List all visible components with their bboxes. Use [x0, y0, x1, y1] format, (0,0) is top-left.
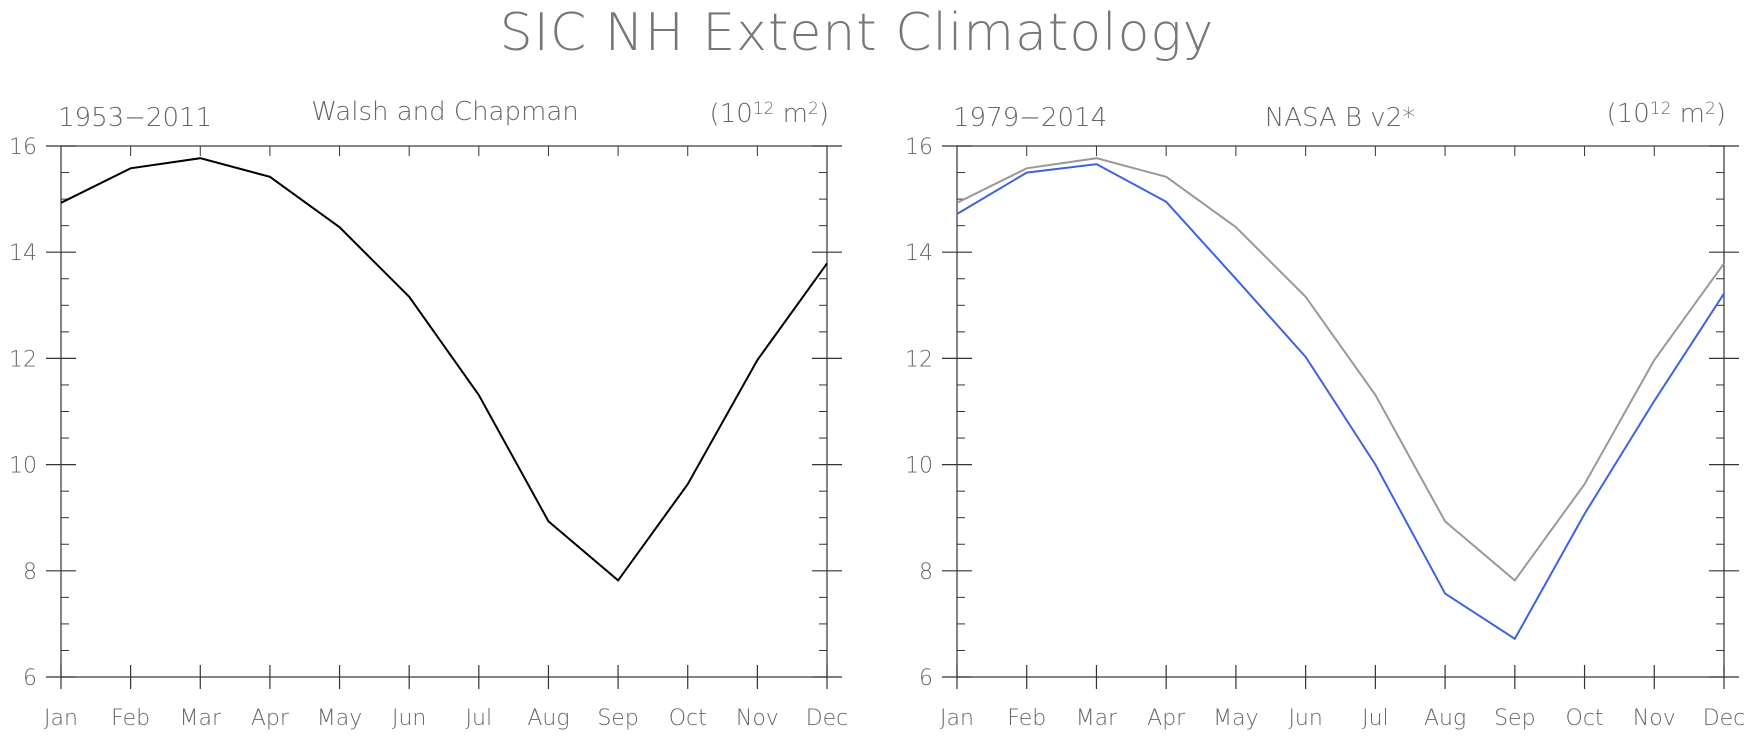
panel-dataset-label: NASA B v2*	[1265, 103, 1416, 133]
y-tick-label: 14	[9, 241, 37, 266]
x-tick-label: Feb	[111, 706, 150, 731]
plot-frame	[60, 145, 828, 678]
x-tick-label: Jul	[1362, 706, 1389, 731]
panel-unit-label: (1012 m2)	[1607, 99, 1726, 129]
main-title: SIC NH Extent Climatology	[500, 3, 1215, 63]
panel-period-label: 1953−2011	[58, 103, 212, 133]
unit-exponent-2: 2	[1705, 99, 1716, 119]
y-tick-label: 10	[9, 454, 37, 479]
panel-period-label: 1979−2014	[953, 103, 1107, 133]
unit-mid: m	[774, 99, 808, 129]
panel-unit-label: (1012 m2)	[710, 99, 829, 129]
x-tick-label: Oct	[1566, 706, 1604, 731]
panel-header-left: 1953−2011 Walsh and Chapman (1012 m2)	[58, 97, 829, 133]
x-tick-label: Oct	[669, 706, 707, 731]
x-tick-label: Mar	[180, 706, 222, 731]
y-tick-label: 16	[905, 135, 933, 160]
y-tick-label: 8	[23, 560, 37, 585]
unit-base: (10	[1607, 99, 1650, 129]
plot-left: 6 8 10 12 14 16 Jan Feb Mar Apr May Jun Jul Aug Sep Oct…	[9, 135, 848, 731]
plot-right: 6 8 10 12 14 16 Jan Feb Mar Apr May Jun Jul Aug Sep Oct…	[905, 135, 1745, 731]
x-tick-label: Jan	[940, 706, 974, 731]
x-tick-label: May	[1213, 706, 1258, 731]
x-tick-label: Dec	[806, 706, 849, 731]
y-tick-label: 12	[905, 347, 933, 372]
x-tick-label: Aug	[527, 706, 569, 731]
x-tick-label: Nov	[1633, 706, 1676, 731]
unit-exponent-2: 2	[808, 99, 819, 119]
x-tick-label: Jun	[1288, 706, 1322, 731]
series-line-2	[956, 163, 1725, 641]
y-tick-label: 6	[919, 666, 933, 691]
unit-exponent: 12	[753, 99, 775, 119]
unit-mid: m	[1671, 99, 1705, 129]
x-tick-label: Mar	[1076, 706, 1118, 731]
unit-base: (10	[710, 99, 753, 129]
x-tick-label: Apr	[251, 706, 290, 731]
y-tick-label: 12	[9, 347, 37, 372]
x-tick-label: Nov	[736, 706, 779, 731]
x-tick-label: Jan	[44, 706, 78, 731]
x-tick-label: Dec	[1703, 706, 1746, 731]
unit-end: )	[1716, 99, 1726, 129]
y-tick-label: 6	[23, 666, 37, 691]
y-tick-label: 16	[9, 135, 37, 160]
series-line-1	[60, 157, 828, 582]
y-tick-label: 10	[905, 454, 933, 479]
x-tick-label: Jul	[466, 706, 493, 731]
panel-header-right: 1979−2014 NASA B v2* (1012 m2)	[953, 99, 1726, 133]
y-tick-label: 8	[919, 560, 933, 585]
x-tick-label: Apr	[1147, 706, 1186, 731]
x-tick-label: Jun	[392, 706, 426, 731]
y-tick-label: 14	[905, 241, 933, 266]
panel-dataset-label: Walsh and Chapman	[311, 97, 578, 127]
x-tick-label: May	[317, 706, 362, 731]
unit-end: )	[819, 99, 829, 129]
x-tick-label: Sep	[1494, 706, 1535, 731]
x-tick-label: Aug	[1424, 706, 1466, 731]
x-tick-label: Sep	[597, 706, 638, 731]
x-tick-label: Feb	[1007, 706, 1046, 731]
series-line-1	[956, 157, 1725, 582]
unit-exponent: 12	[1650, 99, 1672, 119]
